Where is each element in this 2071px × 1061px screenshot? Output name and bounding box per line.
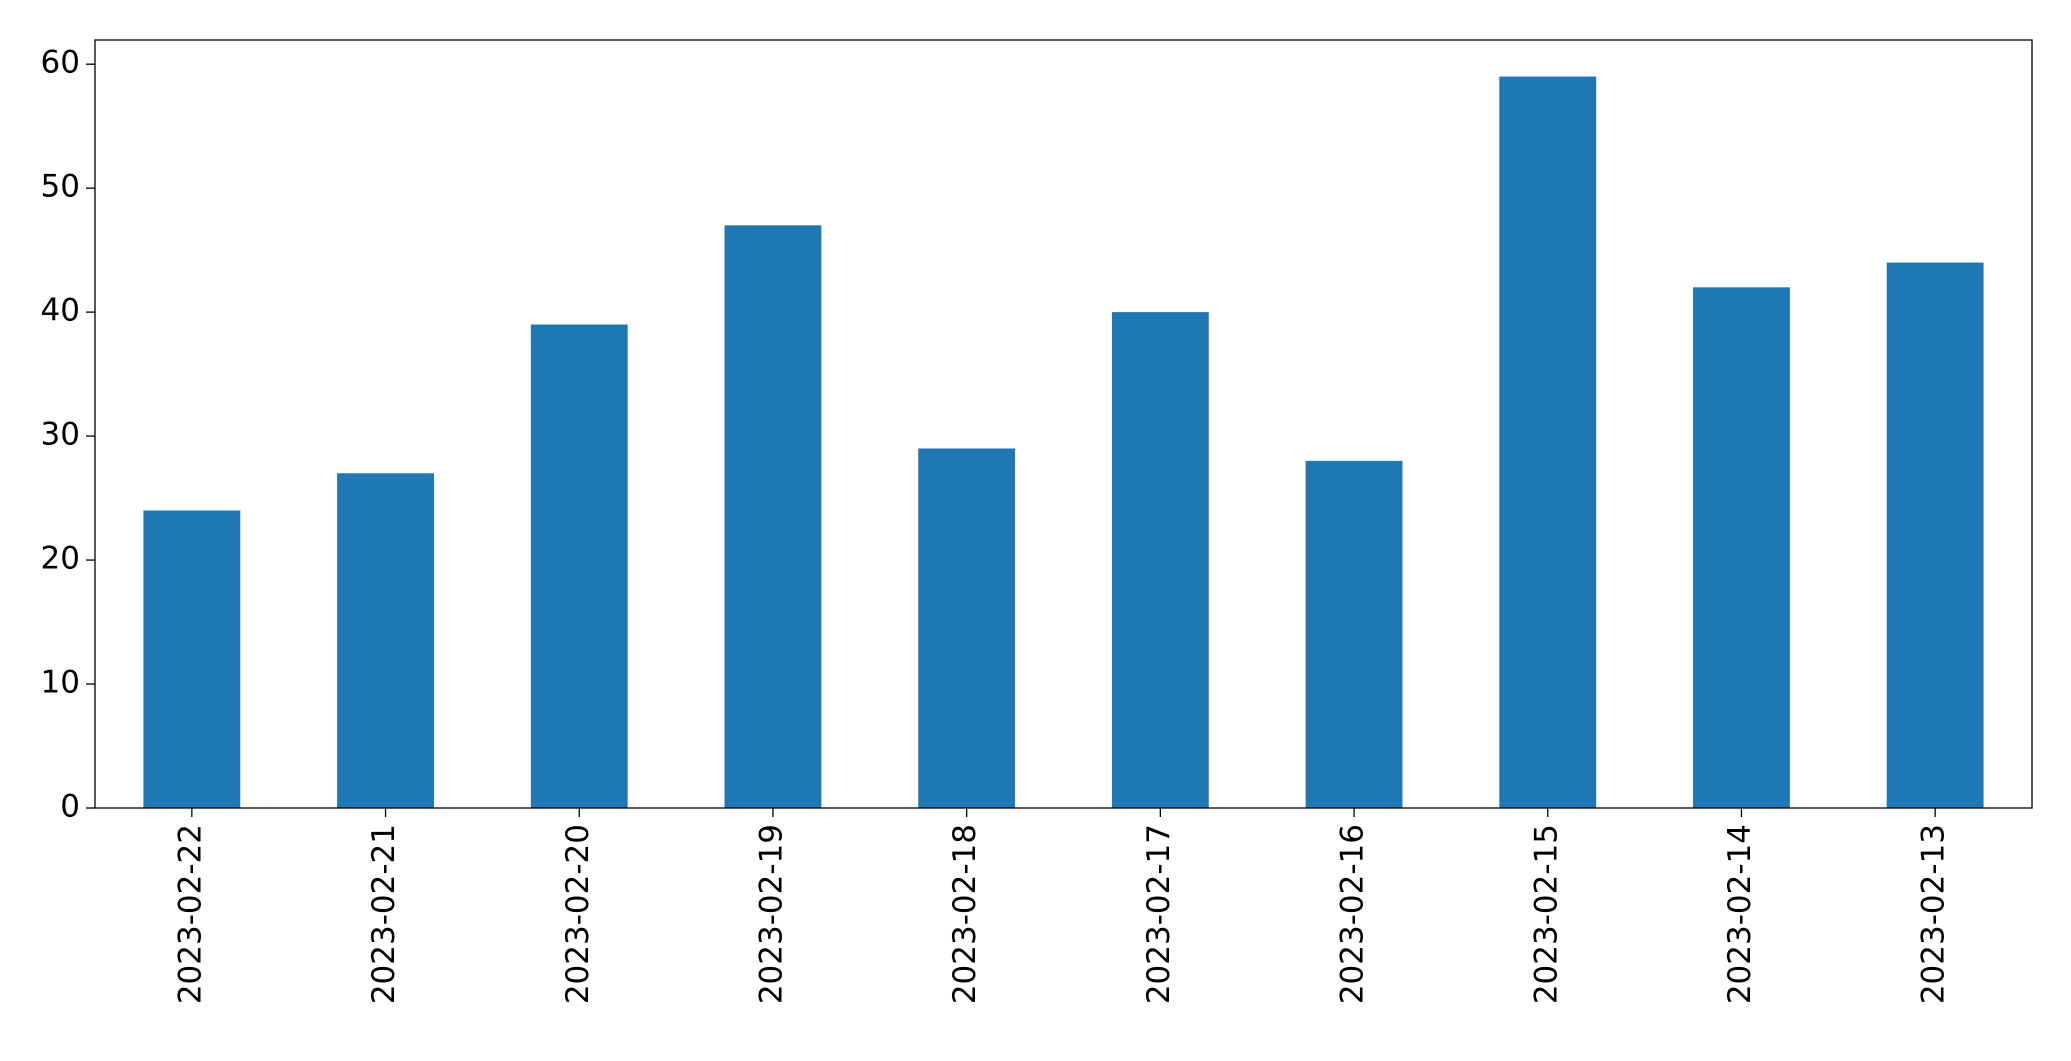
- bar: [530, 324, 628, 808]
- bar: [1305, 460, 1403, 808]
- x-tick-label: 2023-02-17: [1141, 824, 1177, 1004]
- bar: [337, 473, 434, 808]
- y-tick-label: 10: [41, 665, 80, 701]
- x-tick-label: 2023-02-20: [560, 824, 596, 1004]
- bar: [1886, 262, 1984, 808]
- x-tick-label: 2023-02-18: [947, 824, 983, 1004]
- bar: [1693, 287, 1790, 808]
- y-tick-label: 50: [41, 169, 80, 205]
- x-tick-label: 2023-02-22: [172, 824, 208, 1004]
- y-tick-label: 60: [41, 45, 80, 81]
- bar: [143, 510, 241, 808]
- y-tick-label: 0: [60, 789, 80, 825]
- x-tick-label: 2023-02-19: [753, 824, 789, 1004]
- x-tick-label: 2023-02-16: [1335, 824, 1371, 1004]
- x-tick-label: 2023-02-21: [366, 824, 402, 1004]
- x-tick-label: 2023-02-15: [1528, 824, 1564, 1004]
- plot-frame: [94, 39, 2033, 809]
- x-tick-label: 2023-02-14: [1722, 824, 1758, 1004]
- bar: [724, 225, 822, 809]
- x-tick-label: 2023-02-13: [1916, 824, 1952, 1004]
- bar: [918, 448, 1016, 808]
- bar: [1499, 76, 1597, 809]
- y-tick-label: 30: [41, 417, 80, 453]
- bar: [1111, 312, 1209, 808]
- y-tick-label: 40: [41, 293, 80, 329]
- y-tick-label: 20: [41, 541, 80, 577]
